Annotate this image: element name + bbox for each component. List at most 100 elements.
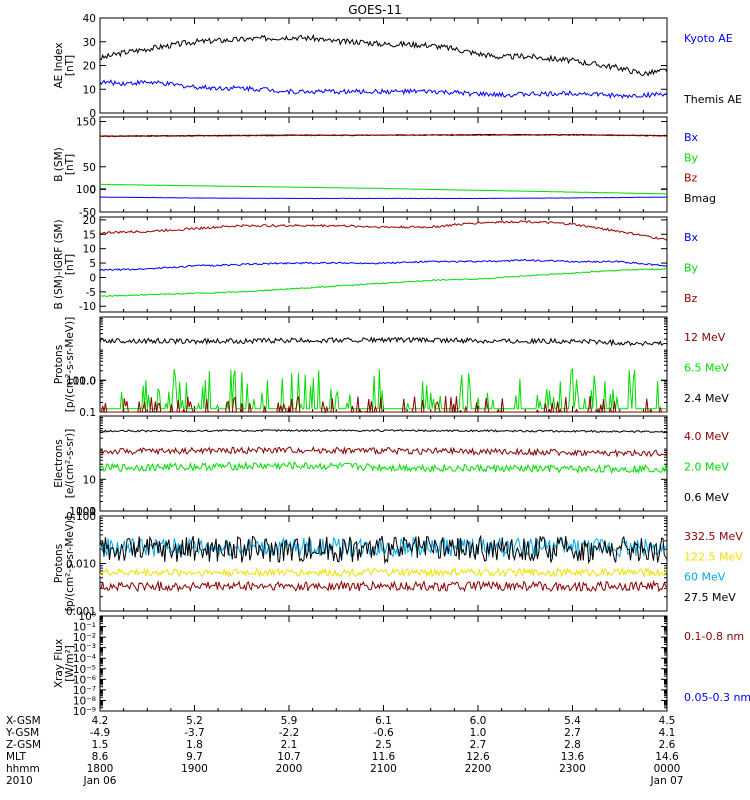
series-line-green	[99, 183, 668, 195]
plot-title: GOES-11	[348, 3, 402, 17]
y-tick-label: 5	[89, 258, 96, 270]
series-line-black	[99, 336, 668, 347]
y-tick-label: 1000	[69, 506, 96, 518]
x-axis-row-label: hhmm	[6, 763, 40, 775]
y-axis-label: AE Index[nT]	[53, 42, 76, 88]
panel-ae: 0 10 20 30 40 AE Index[nT] Kyoto AE Themis AE	[53, 13, 742, 120]
series-line-black	[99, 534, 668, 565]
legend-entry: Bz	[684, 292, 698, 305]
y-tick-label: 150	[76, 117, 96, 129]
x-axis-cell: Jan 06	[83, 775, 117, 787]
y-axis-label-line: Xray Flux	[53, 639, 65, 688]
legend-entry: 12 MeV	[684, 331, 726, 344]
legend-entry: Bx	[684, 131, 699, 144]
y-tick-label: 0	[89, 184, 96, 196]
x-axis-cell: 14.6	[655, 751, 679, 763]
y-axis-label: Electrons[e/(cm²-s-sr)]	[53, 429, 76, 498]
legend-entry: 2.0 MeV	[684, 461, 729, 474]
panel-frame	[99, 515, 668, 612]
legend-entry: Bmag	[684, 192, 716, 205]
y-tick-label: 40	[83, 13, 96, 25]
y-axis-label-line: B (SM)-IGRF (SM)	[53, 219, 65, 309]
x-axis-row-label: X-GSM	[6, 715, 41, 727]
x-axis-cell: 11.6	[372, 751, 396, 763]
legend-entry: 0.1-0.8 nm	[684, 630, 744, 643]
x-axis-cell: 2.7	[564, 727, 581, 739]
x-axis-cell: 1800	[87, 763, 114, 775]
legend-entry: 0.05-0.3 nm	[684, 691, 750, 704]
x-axis-row-label: 2010	[6, 775, 33, 787]
x-axis-cell: 4.5	[659, 715, 676, 727]
y-tick-label: 10	[83, 244, 96, 256]
series-line-darkred	[99, 579, 668, 593]
x-axis-row-label: Z-GSM	[6, 739, 41, 751]
legend-entry: 122.5 MeV	[684, 550, 743, 563]
series-line-darkred	[99, 445, 668, 459]
y-tick-label: 10⁻²	[73, 632, 96, 644]
y-axis-label-line: [W/m²]	[64, 645, 76, 682]
y-tick-label: 10⁻⁸	[73, 695, 96, 707]
series-line-blue	[99, 258, 668, 272]
legend-entry: By	[684, 262, 699, 275]
x-axis-cell: 1.0	[470, 727, 487, 739]
y-tick-label: 10⁻³	[73, 643, 96, 655]
y-axis-label-line: [p/(cm²-s-sr-MeV)]	[64, 516, 76, 611]
x-axis-cell: 2.8	[564, 739, 581, 751]
series-line-black	[99, 33, 668, 77]
x-axis-cell: 10.7	[277, 751, 300, 763]
y-tick-label: 100	[76, 506, 96, 518]
y-tick-label: 10	[83, 474, 96, 486]
y-tick-label: 0.001	[66, 606, 96, 618]
x-axis-cell: 12.6	[466, 751, 490, 763]
x-axis-row-label: Y-GSM	[5, 727, 39, 739]
x-axis-cell: 2300	[559, 763, 586, 775]
y-tick-label: 10⁻⁷	[73, 685, 96, 697]
series-line-darkred	[100, 396, 667, 414]
legend-entry: 332.5 MeV	[684, 530, 743, 543]
y-tick-label: 0.1	[79, 407, 96, 419]
panel-frame	[99, 316, 668, 413]
y-tick-label: 10⁻⁴	[73, 653, 96, 665]
y-axis-label-line: [nT]	[64, 55, 76, 76]
y-tick-label: 0.100	[66, 511, 96, 523]
y-tick-label: 100	[76, 184, 96, 196]
y-tick-label: 30	[83, 37, 96, 49]
y-axis-label-line: Electrons	[53, 439, 65, 488]
y-tick-label: 20	[83, 215, 96, 227]
legend-entry: 4.0 MeV	[684, 430, 729, 443]
y-axis-label-line: Protons	[53, 544, 65, 583]
x-axis-cell: 2.7	[470, 739, 487, 751]
y-axis-label: Xray Flux[W/m²]	[53, 639, 76, 688]
series-line-yellow	[99, 566, 668, 578]
x-axis-cell: 6.0	[470, 715, 487, 727]
legend-entry: 60 MeV	[684, 571, 726, 584]
y-tick-label: 10⁻⁵	[73, 664, 96, 676]
x-axis-cell: 1.5	[92, 739, 109, 751]
panel-frame	[99, 615, 668, 712]
y-axis-label: Protons[p/(cm²-s-sr-MeV)]	[53, 516, 76, 611]
x-axis-cell: 1900	[181, 763, 208, 775]
x-axis-cell: 6.1	[375, 715, 392, 727]
y-tick-label: -50	[79, 207, 96, 219]
x-axis-cell: 2100	[370, 763, 397, 775]
y-tick-label: 10	[83, 84, 96, 96]
legend-entry: Kyoto AE	[684, 32, 733, 45]
legend-entry: 0.6 MeV	[684, 491, 729, 504]
y-tick-label: -5	[86, 287, 96, 299]
y-tick-label: 10⁻⁹	[73, 706, 96, 718]
series-line-blue	[99, 196, 667, 200]
y-tick-label: 10.0	[73, 375, 96, 387]
y-tick-label: 10⁻¹	[73, 622, 96, 634]
x-axis-cell: 2.5	[375, 739, 392, 751]
y-axis-label-line: [nT]	[64, 154, 76, 175]
y-tick-label: 20	[83, 61, 96, 73]
legend-entry: Bz	[684, 172, 698, 185]
x-axis-cell: 0000	[654, 763, 681, 775]
y-axis-label: B (SM)[nT]	[53, 147, 76, 181]
x-axis-cell: 5.4	[564, 715, 581, 727]
series-line-red	[99, 134, 668, 138]
panel-frame	[99, 216, 668, 313]
x-axis-cell: -2.2	[279, 727, 300, 739]
